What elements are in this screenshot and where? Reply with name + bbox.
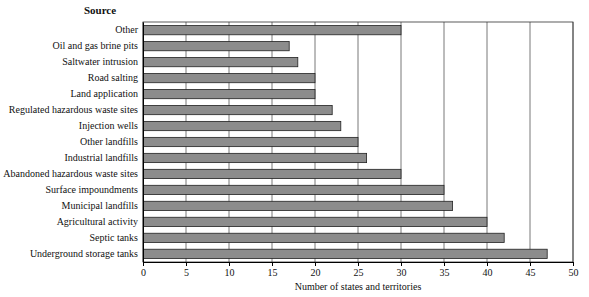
x-tick-label: 5 (184, 267, 189, 278)
x-tick-mark (272, 262, 273, 266)
x-tick-label: 10 (225, 267, 235, 278)
category-label: Septic tanks (89, 232, 138, 243)
x-tick-label: 20 (311, 267, 321, 278)
y-tick: Land application (71, 88, 143, 99)
bar (143, 217, 487, 226)
x-tick: 10 (225, 262, 235, 278)
y-tick: Abandoned hazardous waste sites (3, 168, 143, 179)
x-tick-mark (530, 262, 531, 266)
x-tick-mark (143, 262, 144, 266)
bar (143, 169, 401, 178)
x-tick: 35 (440, 262, 450, 278)
category-label: Road salting (88, 72, 138, 83)
category-label: Oil and gas brine pits (52, 40, 138, 51)
x-tick-label: 50 (569, 267, 579, 278)
bar (143, 121, 341, 130)
bar (143, 137, 358, 146)
category-label: Agricultural activity (57, 216, 138, 227)
x-axis: 0 5 10 15 20 25 30 35 40 45 50 (141, 262, 579, 278)
x-tick-label: 40 (483, 267, 493, 278)
x-tick-mark (358, 262, 359, 266)
bar (143, 233, 504, 242)
bar (143, 73, 315, 82)
y-tick: Road salting (88, 72, 143, 83)
x-tick: 20 (311, 262, 321, 278)
category-label: Injection wells (79, 120, 138, 131)
category-label: Other landfills (80, 136, 138, 147)
chart: 0 5 10 15 20 25 30 35 40 45 50 Other Oil and gas bri… (0, 0, 589, 297)
x-tick-mark (573, 262, 574, 266)
y-tick: Other landfills (80, 136, 143, 147)
bars (143, 26, 547, 259)
x-tick: 5 (184, 262, 189, 278)
y-axis-line (143, 23, 144, 263)
grid-line (530, 22, 531, 262)
bar (143, 57, 298, 66)
bar (143, 201, 453, 210)
x-tick-label: 15 (268, 267, 278, 278)
x-tick: 50 (569, 262, 579, 278)
x-tick-label: 35 (440, 267, 450, 278)
x-tick-label: 25 (354, 267, 364, 278)
x-tick: 30 (397, 262, 407, 278)
category-label: Land application (71, 88, 138, 99)
bar (143, 153, 367, 162)
y-tick: Other (115, 24, 143, 35)
y-tick: Surface impoundments (46, 184, 143, 195)
plot-frame (143, 22, 573, 262)
bar (143, 105, 332, 114)
x-tick-label: 0 (141, 267, 146, 278)
bar (143, 26, 401, 35)
x-tick: 40 (483, 262, 493, 278)
x-tick-mark (186, 262, 187, 266)
bar (143, 89, 315, 98)
y-axis: Other Oil and gas brine pits Saltwater int… (3, 23, 143, 263)
category-label: Abandoned hazardous waste sites (3, 168, 138, 179)
y-tick: Agricultural activity (57, 216, 143, 227)
x-tick: 0 (141, 262, 146, 278)
y-axis-title: Source (84, 4, 116, 16)
x-tick-mark (401, 262, 402, 266)
category-label: Underground storage tanks (30, 248, 138, 259)
category-label: Industrial landfills (64, 152, 138, 163)
bar (143, 41, 289, 50)
x-tick-label: 30 (397, 267, 407, 278)
y-tick: Municipal landfills (62, 200, 143, 211)
y-tick: Regulated hazardous waste sites (9, 104, 143, 115)
x-tick-mark (229, 262, 230, 266)
x-axis-title: Number of states and territories (295, 281, 422, 292)
y-tick: Septic tanks (89, 232, 143, 243)
y-tick: Underground storage tanks (30, 248, 143, 259)
category-label: Municipal landfills (62, 200, 138, 211)
category-label: Other (115, 24, 138, 35)
x-tick: 15 (268, 262, 278, 278)
y-tick: Injection wells (79, 120, 143, 131)
plot: 0 5 10 15 20 25 30 35 40 45 50 Other Oil and gas bri… (3, 22, 578, 278)
x-tick: 45 (526, 262, 536, 278)
bar (143, 185, 444, 194)
x-tick-mark (315, 262, 316, 266)
x-tick: 25 (354, 262, 364, 278)
bar (143, 249, 547, 258)
y-tick: Saltwater intrusion (62, 56, 143, 67)
x-tick-mark (444, 262, 445, 266)
x-tick-mark (487, 262, 488, 266)
grid (143, 22, 573, 262)
category-label: Saltwater intrusion (62, 56, 138, 67)
category-label: Surface impoundments (46, 184, 139, 195)
y-tick: Industrial landfills (64, 152, 143, 163)
x-tick-label: 45 (526, 267, 536, 278)
category-label: Regulated hazardous waste sites (9, 104, 138, 115)
y-tick: Oil and gas brine pits (52, 40, 143, 51)
